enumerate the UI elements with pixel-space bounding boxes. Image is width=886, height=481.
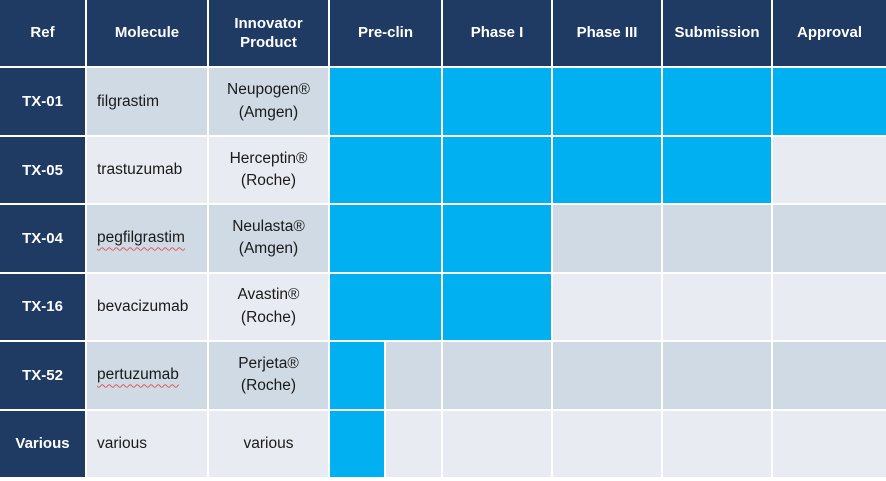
molecule-name: pegfilgrastim: [97, 229, 185, 247]
molecule-name: bevacizumab: [97, 297, 189, 315]
product-name: Perjeta®: [238, 354, 299, 372]
molecule-cell: trastuzumab: [87, 136, 207, 204]
phase-cell-submission: [663, 410, 771, 477]
molecule-cell: pegfilgrastim: [87, 205, 207, 272]
header-ref: Ref: [0, 0, 85, 67]
product-company: (Amgen): [238, 103, 299, 121]
phase-cell-pre-clin: [330, 273, 441, 341]
product-company: (Roche): [240, 308, 297, 326]
progress-bar-partial: [330, 410, 386, 477]
table-row: TX-04 pegfilgrastim Neulasta® (Amgen): [0, 205, 886, 272]
ref-cell: TX-04: [0, 205, 85, 272]
phase-cell-phase-1: [443, 410, 551, 477]
innovator-product-cell: Neulasta® (Amgen): [209, 205, 328, 272]
phase-cell-approval: [773, 410, 886, 477]
phase-cell-phase-3: [553, 136, 661, 204]
phase-cell-phase-1: [443, 68, 551, 135]
phase-cell-approval: [773, 273, 886, 341]
phase-cell-submission: [663, 136, 771, 204]
phase-cell-phase-3: [553, 68, 661, 135]
ref-cell: Various: [0, 410, 85, 477]
ref-cell: TX-16: [0, 273, 85, 341]
molecule-name: pertuzumab: [97, 366, 179, 384]
molecule-name: trastuzumab: [97, 161, 183, 179]
header-phase-1: Phase I: [443, 0, 551, 67]
phase-cell-phase-3: [553, 205, 661, 272]
table-row: TX-16 bevacizumab Avastin® (Roche): [0, 273, 886, 341]
phase-cell-submission: [663, 68, 771, 135]
header-pre-clin: Pre-clin: [330, 0, 441, 67]
product-name: Neulasta®: [232, 218, 305, 235]
phase-cell-phase-1: [443, 273, 551, 341]
phase-cell-phase-3: [553, 342, 661, 409]
phase-cell-pre-clin: [330, 205, 441, 272]
product-company: (Roche): [240, 172, 297, 190]
progress-bar-partial: [330, 342, 386, 409]
ref-cell: TX-05: [0, 136, 85, 204]
innovator-product-cell: various: [209, 410, 328, 477]
phase-cell-pre-clin: [330, 342, 441, 409]
product-company: (Amgen): [238, 240, 299, 258]
table-row: Various various various: [0, 410, 886, 477]
molecule-name: filgrastim: [97, 92, 160, 110]
phase-cell-phase-3: [553, 273, 661, 341]
molecule-name: various: [97, 434, 147, 452]
header-approval: Approval: [773, 0, 886, 67]
innovator-product-cell: Herceptin® (Roche): [209, 136, 328, 204]
phase-cell-phase-3: [553, 410, 661, 477]
innovator-product-cell: Neupogen® (Amgen): [209, 68, 328, 135]
phase-cell-phase-1: [443, 205, 551, 272]
table-row: TX-52 pertuzumab Perjeta® (Roche): [0, 342, 886, 409]
phase-cell-approval: [773, 342, 886, 409]
phase-cell-approval: [773, 68, 886, 135]
table-row: TX-01 filgrastim Neupogen® (Amgen): [0, 68, 886, 135]
product-name: Neupogen®: [227, 81, 310, 99]
product-name: various: [243, 434, 294, 452]
product-company: (Roche): [240, 377, 297, 395]
table-row: TX-05 trastuzumab Herceptin® (Roche): [0, 136, 886, 204]
phase-cell-pre-clin: [330, 136, 441, 204]
product-name: Herceptin®: [229, 149, 308, 167]
product-name: Avastin®: [237, 286, 300, 304]
phase-cell-submission: [663, 273, 771, 341]
phase-cell-pre-clin: [330, 410, 441, 477]
ref-cell: TX-52: [0, 342, 85, 409]
innovator-product-cell: Perjeta® (Roche): [209, 342, 328, 409]
molecule-cell: pertuzumab: [87, 342, 207, 409]
phase-cell-submission: [663, 205, 771, 272]
molecule-cell: bevacizumab: [87, 273, 207, 341]
header-row: Ref Molecule Innovator Product Pre-clin …: [0, 0, 886, 67]
header-molecule: Molecule: [87, 0, 207, 67]
phase-cell-phase-1: [443, 342, 551, 409]
ref-cell: TX-01: [0, 68, 85, 135]
innovator-product-cell: Avastin® (Roche): [209, 273, 328, 341]
phase-cell-submission: [663, 342, 771, 409]
molecule-cell: filgrastim: [87, 68, 207, 135]
header-innovator-product: Innovator Product: [209, 0, 328, 67]
phase-cell-approval: [773, 136, 886, 204]
header-phase-3: Phase III: [553, 0, 661, 67]
phase-cell-phase-1: [443, 136, 551, 204]
molecule-cell: various: [87, 410, 207, 477]
phase-cell-pre-clin: [330, 68, 441, 135]
phase-cell-approval: [773, 205, 886, 272]
header-submission: Submission: [663, 0, 771, 67]
